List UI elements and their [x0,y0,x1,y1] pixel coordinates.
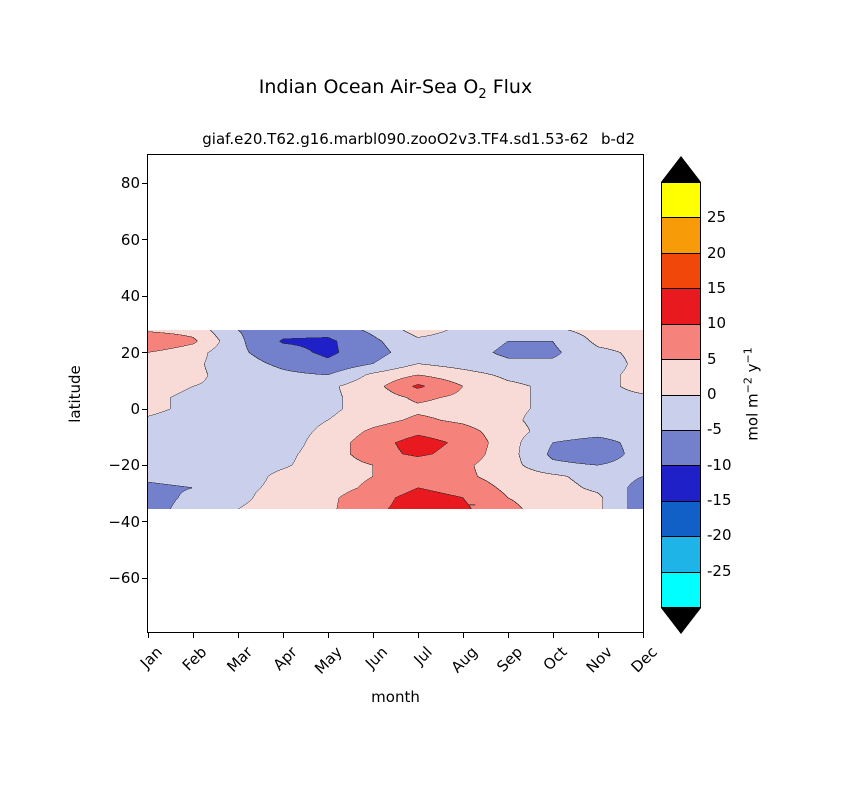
y-tick-mark [142,182,147,184]
colorbar-tick-label: 25 [707,208,727,227]
x-tick-mark [507,633,509,638]
colorbar-segment [662,536,700,572]
plot-area: − [147,154,644,633]
colorbar-tick-label: 10 [707,314,727,333]
chart-subtitle: giaf.e20.T62.g16.marbl090.zooO2v3.TF4.sd… [202,130,589,148]
chart-subtitle-overlap: b-d2 [601,130,635,148]
colorbar-segment [662,571,700,608]
y-tick-mark [142,352,147,354]
x-tick-mark [282,633,284,638]
x-tick-label: Dec [627,643,661,677]
colorbar-segment [662,252,700,289]
x-tick-mark [597,633,599,638]
colorbar-segment [662,359,700,395]
colorbar-segment [662,217,700,253]
colorbar-segment [662,183,700,218]
unit-exponent: −2 [742,377,755,394]
chart-title-suffix: Flux [486,76,533,98]
x-tick-mark [552,633,554,638]
x-tick-label: Nov [582,643,616,677]
colorbar-segment [662,288,700,324]
x-tick-label: Mar [222,643,256,676]
x-tick-label: Jul [410,643,436,669]
x-tick-mark [327,633,329,638]
x-tick-label: Jun [361,643,391,673]
colorbar-tick-label: -15 [707,491,732,509]
y-tick-mark [142,577,147,579]
y-tick-label: 40 [120,287,140,306]
x-tick-label: Sep [493,643,526,676]
colorbar-tick-label: 20 [707,243,727,262]
chart-title-subscript: 2 [478,86,487,102]
y-tick-label: 60 [120,230,140,249]
y-tick-label: −60 [108,569,140,588]
y-axis-label: latitude [66,364,85,423]
x-tick-label: Aug [447,643,481,677]
contour-plot-canvas [148,155,643,632]
x-tick-label: Oct [539,643,571,675]
x-tick-label: May [311,643,346,678]
chart-title-text: Indian Ocean Air-Sea O [258,76,479,98]
colorbar [661,182,701,608]
y-tick-label: −20 [108,456,140,475]
colorbar-segment [662,500,700,537]
x-tick-mark [147,633,149,638]
colorbar-tick-label: 5 [707,349,717,368]
colorbar-segment [662,323,700,360]
colorbar-tick-label: -5 [707,420,722,439]
x-tick-mark [417,633,419,638]
colorbar-arrow-up-icon [661,156,701,182]
x-tick-mark [372,633,374,638]
colorbar-tick-label: -10 [707,455,732,474]
y-tick-label: 80 [120,174,140,193]
x-axis-label: month [371,688,420,706]
unit-part: y [744,363,762,378]
colorbar-tick-label: 15 [707,279,727,297]
colorbar-segment [662,465,700,501]
colorbar-segment [662,429,700,466]
chart-title: Indian Ocean Air-Sea O2 Flux [148,76,643,102]
unit-part: mol m [744,393,762,441]
colorbar-segment [662,394,700,430]
x-tick-mark [462,633,464,638]
colorbar-tick-label: 0 [707,385,717,403]
colorbar-unit-label: mol m−2 y−1 [742,347,762,440]
x-tick-label: Jan [136,643,166,673]
x-tick-mark [642,633,644,638]
x-tick-label: Apr [269,643,301,675]
inline-contour-label: − [468,500,477,511]
y-tick-mark [142,239,147,241]
y-tick-label: 0 [130,400,140,419]
colorbar-arrow-down-icon [661,608,701,634]
y-axis-label-wrap: latitude [55,155,95,632]
y-tick-mark [142,408,147,410]
colorbar-tick-label: -25 [707,561,732,580]
x-tick-label: Feb [179,643,211,675]
y-tick-label: −40 [108,512,140,531]
unit-exponent: −1 [742,347,755,364]
colorbar-tick-label: -20 [707,526,732,545]
y-tick-mark [142,295,147,297]
y-tick-mark [142,464,147,466]
x-tick-mark [237,633,239,638]
x-tick-mark [192,633,194,638]
y-tick-label: 20 [120,343,140,362]
y-tick-mark [142,521,147,523]
